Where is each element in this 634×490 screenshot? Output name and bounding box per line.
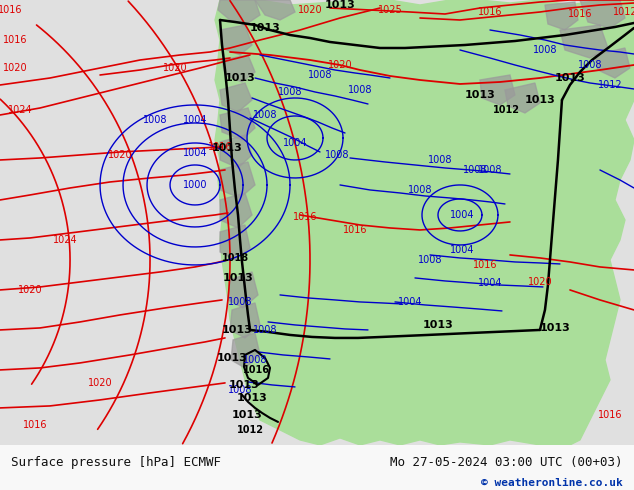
Polygon shape (560, 25, 608, 58)
Text: 1013: 1013 (212, 143, 242, 153)
Text: 1004: 1004 (283, 138, 307, 148)
Text: 1013: 1013 (540, 323, 571, 333)
Text: 1013: 1013 (229, 380, 259, 390)
Polygon shape (220, 225, 250, 260)
Text: 1016: 1016 (473, 260, 497, 270)
Text: 1013: 1013 (222, 325, 252, 335)
Text: 1008: 1008 (325, 150, 349, 160)
Text: 1008: 1008 (228, 385, 252, 395)
Polygon shape (230, 303, 260, 338)
Text: 1008: 1008 (428, 155, 452, 165)
Text: 1020: 1020 (298, 5, 322, 15)
Polygon shape (220, 193, 252, 228)
Text: 1016: 1016 (243, 365, 269, 375)
Text: 1013: 1013 (524, 95, 555, 105)
Polygon shape (220, 162, 255, 198)
Text: 1024: 1024 (8, 105, 32, 115)
Text: 1013: 1013 (224, 73, 256, 83)
Polygon shape (505, 83, 540, 113)
Text: 1016: 1016 (23, 420, 48, 430)
Text: 1013: 1013 (231, 410, 262, 420)
Text: 1016: 1016 (598, 410, 622, 420)
Text: 1012: 1012 (493, 105, 519, 115)
Polygon shape (480, 75, 515, 105)
Text: 1000: 1000 (183, 180, 207, 190)
Text: 1013: 1013 (423, 320, 453, 330)
Text: 1016: 1016 (208, 142, 232, 152)
Text: 1020: 1020 (18, 285, 42, 295)
Text: 1008: 1008 (477, 165, 502, 175)
Text: 1008: 1008 (463, 165, 487, 175)
Polygon shape (218, 0, 260, 25)
Text: 1008: 1008 (253, 110, 277, 120)
Text: 1004: 1004 (183, 148, 207, 158)
Text: 1008: 1008 (533, 45, 557, 55)
Text: 1008: 1008 (228, 297, 252, 307)
Text: Mo 27-05-2024 03:00 UTC (00+03): Mo 27-05-2024 03:00 UTC (00+03) (390, 456, 623, 468)
Text: 1008: 1008 (347, 85, 372, 95)
Polygon shape (222, 55, 255, 82)
Text: 1016: 1016 (293, 212, 317, 222)
Text: 1024: 1024 (53, 235, 77, 245)
Text: 1016: 1016 (477, 7, 502, 17)
Polygon shape (220, 83, 252, 112)
Text: 1016: 1016 (567, 9, 592, 19)
Text: 1020: 1020 (328, 60, 353, 70)
Text: 1020: 1020 (3, 63, 27, 73)
Polygon shape (580, 0, 625, 28)
Polygon shape (255, 0, 295, 20)
Text: 1013: 1013 (236, 393, 268, 403)
Text: 1004: 1004 (477, 278, 502, 288)
Text: 1013: 1013 (465, 90, 495, 100)
Text: 1013: 1013 (325, 0, 356, 10)
Polygon shape (220, 135, 252, 168)
Text: 1008: 1008 (307, 70, 332, 80)
Text: 1025: 1025 (378, 5, 403, 15)
Text: 1004: 1004 (450, 210, 474, 220)
Text: 1013: 1013 (555, 73, 585, 83)
Text: 1020: 1020 (87, 378, 112, 388)
Text: 1008: 1008 (578, 60, 602, 70)
Text: © weatheronline.co.uk: © weatheronline.co.uk (481, 478, 623, 488)
Text: 1004: 1004 (398, 297, 422, 307)
Polygon shape (228, 272, 258, 308)
Polygon shape (545, 2, 578, 30)
Polygon shape (220, 108, 255, 140)
Text: 1016: 1016 (3, 35, 27, 45)
Text: 1012: 1012 (612, 7, 634, 17)
Text: 1004: 1004 (450, 245, 474, 255)
Text: 1020: 1020 (527, 277, 552, 287)
Polygon shape (231, 333, 260, 368)
Text: 1016: 1016 (343, 225, 367, 235)
Text: Surface pressure [hPa] ECMWF: Surface pressure [hPa] ECMWF (11, 456, 221, 468)
Text: 1018: 1018 (221, 253, 249, 263)
Text: 1008: 1008 (418, 255, 443, 265)
Text: 1008: 1008 (408, 185, 432, 195)
Text: 1008: 1008 (253, 325, 277, 335)
Text: 1013: 1013 (250, 23, 280, 33)
Polygon shape (220, 25, 252, 55)
Polygon shape (215, 0, 634, 445)
Text: 1016: 1016 (0, 5, 22, 15)
Text: 1008: 1008 (278, 87, 302, 97)
Text: 1008: 1008 (243, 355, 268, 365)
Polygon shape (595, 48, 630, 78)
Text: 1004: 1004 (183, 115, 207, 125)
Text: 1013: 1013 (217, 353, 247, 363)
Text: 1020: 1020 (163, 63, 187, 73)
Text: 1008: 1008 (143, 115, 167, 125)
Text: 1013: 1013 (223, 273, 254, 283)
Text: 1012: 1012 (236, 425, 264, 435)
Text: 1020: 1020 (108, 150, 133, 160)
Text: 1012: 1012 (598, 80, 622, 90)
